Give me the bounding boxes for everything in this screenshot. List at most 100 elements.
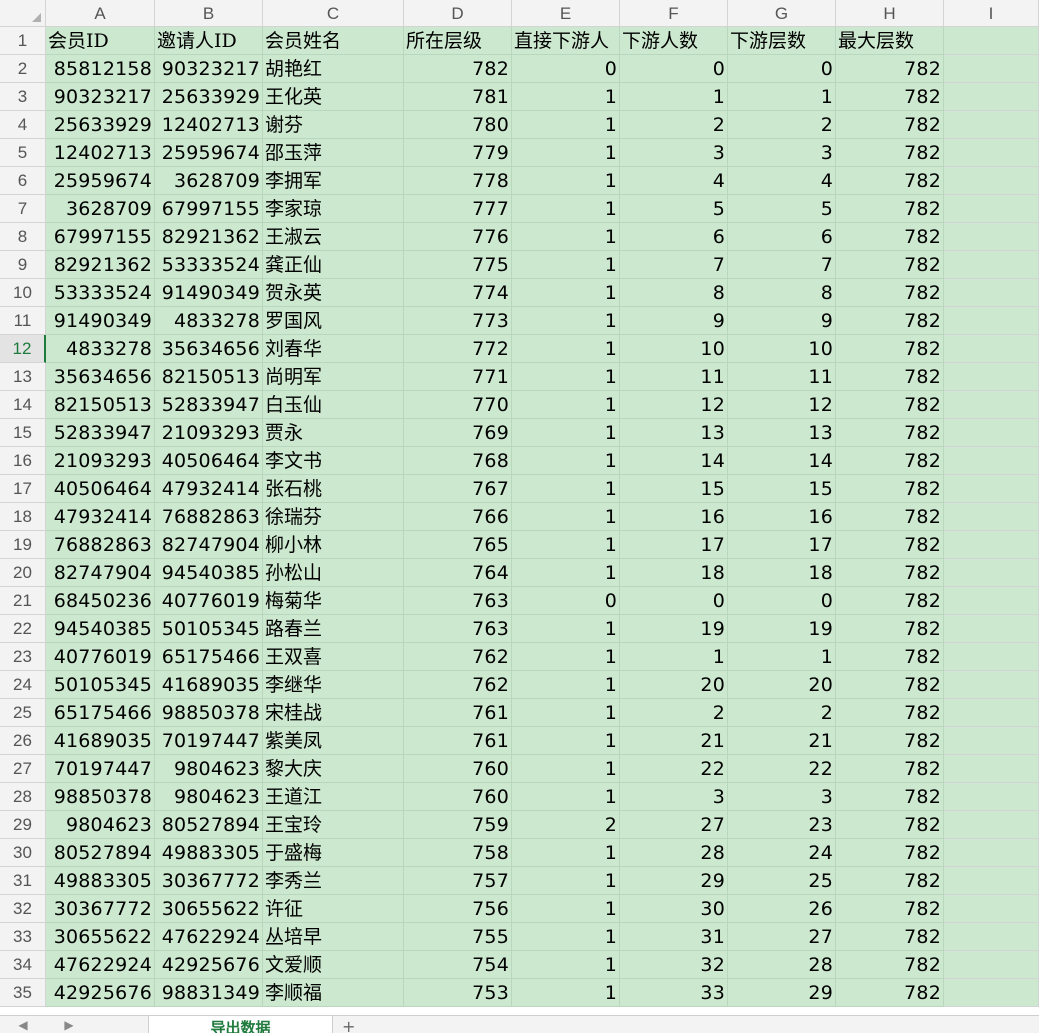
table-cell[interactable]: 27 — [728, 923, 836, 951]
table-cell-empty[interactable] — [944, 671, 1039, 699]
table-cell[interactable]: 张石桃 — [263, 475, 404, 503]
table-cell-empty[interactable] — [944, 419, 1039, 447]
table-cell[interactable]: 761 — [404, 699, 512, 727]
table-cell[interactable]: 67997155 — [46, 223, 155, 251]
table-cell[interactable]: 王宝玲 — [263, 811, 404, 839]
column-header-i[interactable]: I — [944, 0, 1039, 27]
table-cell-empty[interactable] — [944, 335, 1039, 363]
table-cell[interactable]: 76882863 — [155, 503, 263, 531]
table-cell[interactable]: 19 — [620, 615, 728, 643]
table-cell[interactable]: 1 — [512, 363, 620, 391]
table-cell[interactable]: 紫美凤 — [263, 727, 404, 755]
row-header[interactable]: 6 — [0, 167, 46, 195]
table-cell[interactable]: 772 — [404, 335, 512, 363]
table-cell[interactable]: 12 — [620, 391, 728, 419]
table-cell[interactable]: 1 — [512, 251, 620, 279]
table-cell[interactable]: 1 — [512, 223, 620, 251]
table-cell[interactable]: 90323217 — [46, 83, 155, 111]
table-cell[interactable]: 49883305 — [155, 839, 263, 867]
table-cell[interactable]: 781 — [404, 83, 512, 111]
table-cell[interactable]: 70197447 — [46, 755, 155, 783]
column-header-a[interactable]: A — [46, 0, 155, 27]
table-cell[interactable]: 3628709 — [46, 195, 155, 223]
table-cell[interactable]: 9804623 — [155, 755, 263, 783]
table-cell[interactable]: 53333524 — [46, 279, 155, 307]
table-cell[interactable]: 782 — [836, 671, 944, 699]
table-cell[interactable]: 82921362 — [46, 251, 155, 279]
table-cell[interactable]: 782 — [836, 615, 944, 643]
table-cell[interactable]: 65175466 — [46, 699, 155, 727]
table-cell[interactable]: 762 — [404, 643, 512, 671]
table-cell[interactable]: 尚明军 — [263, 363, 404, 391]
table-cell[interactable]: 50105345 — [46, 671, 155, 699]
row-header[interactable]: 35 — [0, 979, 46, 1007]
table-cell[interactable]: 龚正仙 — [263, 251, 404, 279]
table-cell[interactable]: 80527894 — [46, 839, 155, 867]
table-cell-empty[interactable] — [944, 195, 1039, 223]
table-cell[interactable]: 1 — [512, 167, 620, 195]
table-cell[interactable]: 9 — [620, 307, 728, 335]
table-cell[interactable]: 30655622 — [46, 923, 155, 951]
table-cell[interactable]: 2 — [728, 699, 836, 727]
table-cell[interactable]: 775 — [404, 251, 512, 279]
table-cell[interactable]: 65175466 — [155, 643, 263, 671]
table-cell[interactable]: 767 — [404, 475, 512, 503]
table-cell[interactable]: 1 — [512, 699, 620, 727]
table-cell[interactable]: 20 — [728, 671, 836, 699]
table-cell[interactable]: 23 — [728, 811, 836, 839]
sheet-tab-export-data[interactable]: 导出数据 — [148, 1016, 333, 1033]
table-cell[interactable]: 94540385 — [46, 615, 155, 643]
table-cell[interactable]: 782 — [836, 223, 944, 251]
table-cell[interactable]: 782 — [836, 307, 944, 335]
table-cell[interactable]: 3628709 — [155, 167, 263, 195]
table-cell[interactable]: 1 — [512, 671, 620, 699]
table-cell-empty[interactable] — [944, 839, 1039, 867]
table-cell-empty[interactable] — [944, 279, 1039, 307]
table-cell[interactable]: 8 — [728, 279, 836, 307]
table-cell[interactable]: 32 — [620, 951, 728, 979]
table-cell[interactable]: 孙松山 — [263, 559, 404, 587]
table-cell[interactable]: 27 — [620, 811, 728, 839]
table-cell[interactable]: 1 — [512, 83, 620, 111]
table-cell[interactable]: 756 — [404, 895, 512, 923]
table-cell[interactable]: 1 — [512, 755, 620, 783]
table-cell-empty[interactable] — [944, 923, 1039, 951]
row-header[interactable]: 4 — [0, 111, 46, 139]
row-header[interactable]: 32 — [0, 895, 46, 923]
table-cell[interactable]: 782 — [836, 55, 944, 83]
table-cell[interactable]: 779 — [404, 139, 512, 167]
table-cell[interactable]: 30655622 — [155, 895, 263, 923]
table-cell-empty[interactable] — [944, 531, 1039, 559]
table-cell[interactable]: 15 — [620, 475, 728, 503]
table-cell[interactable]: 7 — [620, 251, 728, 279]
table-cell-empty[interactable] — [944, 111, 1039, 139]
row-header[interactable]: 15 — [0, 419, 46, 447]
row-header[interactable]: 7 — [0, 195, 46, 223]
table-cell[interactable]: 68450236 — [46, 587, 155, 615]
table-cell[interactable]: 柳小林 — [263, 531, 404, 559]
table-cell[interactable]: 776 — [404, 223, 512, 251]
table-cell[interactable]: 李秀兰 — [263, 867, 404, 895]
table-cell[interactable]: 782 — [836, 447, 944, 475]
table-cell[interactable]: 9 — [728, 307, 836, 335]
table-cell[interactable]: 24 — [728, 839, 836, 867]
table-cell[interactable]: 782 — [836, 783, 944, 811]
table-cell[interactable]: 胡艳红 — [263, 55, 404, 83]
row-header[interactable]: 24 — [0, 671, 46, 699]
table-cell[interactable]: 9804623 — [155, 783, 263, 811]
table-cell[interactable]: 782 — [836, 531, 944, 559]
table-cell[interactable]: 29 — [620, 867, 728, 895]
table-cell[interactable]: 782 — [836, 419, 944, 447]
column-title-cell[interactable]: 下游人数 — [620, 27, 728, 55]
table-cell[interactable]: 782 — [836, 111, 944, 139]
table-cell-empty[interactable] — [944, 251, 1039, 279]
table-cell[interactable]: 2 — [512, 811, 620, 839]
table-cell[interactable]: 753 — [404, 979, 512, 1007]
table-cell[interactable]: 778 — [404, 167, 512, 195]
table-cell-empty[interactable] — [944, 475, 1039, 503]
table-cell-empty[interactable] — [944, 27, 1039, 55]
table-cell[interactable]: 1 — [620, 643, 728, 671]
table-cell[interactable]: 9804623 — [46, 811, 155, 839]
table-cell[interactable]: 42925676 — [46, 979, 155, 1007]
table-cell[interactable]: 14 — [620, 447, 728, 475]
